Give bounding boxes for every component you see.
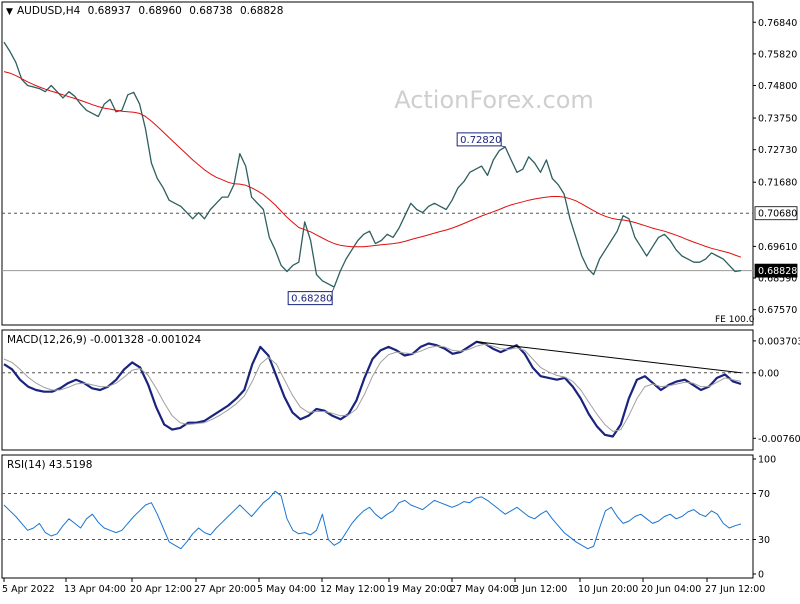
rsi-panel-title: RSI(14) 43.5198 [7, 459, 92, 471]
x-tick-label-3: 27 Apr 20:00 [194, 584, 256, 595]
x-tick-label-1: 13 Apr 04:00 [64, 584, 126, 595]
x-tick-label-4: 5 May 04:00 [257, 584, 316, 595]
symbol-dropdown-icon[interactable]: ▼ [6, 7, 13, 17]
x-tick-label-5: 12 May 12:00 [320, 584, 385, 595]
macd-y-tick-label-0: 0.003703 [758, 336, 800, 347]
macd-series-signal [3, 343, 742, 432]
fe-label: FE 100.0 [715, 315, 755, 325]
price-series-price [3, 41, 742, 288]
x-tick-label-9: 10 Jun 20:00 [578, 584, 638, 595]
price-y-tick-label-2: 0.74800 [758, 81, 797, 92]
macd-trendline [476, 341, 742, 374]
x-tick-label-11: 27 Jun 12:00 [705, 584, 765, 595]
rsi-y-tick-label-0: 100 [758, 455, 776, 466]
svg-text:0.70680: 0.70680 [758, 209, 797, 220]
svg-text:0.68280: 0.68280 [291, 294, 332, 305]
macd-series-macd [3, 340, 742, 438]
rsi-panel-frame [1, 454, 754, 579]
macd-y-tick-label-1: 0.00 [758, 368, 779, 379]
rsi-layer [2, 490, 753, 550]
price-y-tick-label-4: 0.72730 [758, 145, 797, 156]
price-panel-frame [1, 1, 754, 326]
macd-y-tick-label-2: -0.007608 [758, 434, 800, 445]
price-panel-header: AUDUSD,H4 0.68937 0.68960 0.68738 0.6882… [17, 5, 283, 17]
price-layer: 0.72820 0.68280 FE 100.0 [2, 41, 755, 325]
axis-layer: 0.76840 0.75820 0.74800 0.73750 0.72730 0.716… [2, 18, 800, 595]
price-y-tick-label-6: 0.69610 [758, 242, 797, 253]
price-y-tick-label-0: 0.76840 [758, 18, 797, 29]
ohlc-close: 0.68828 [240, 5, 283, 17]
price-y-tick-label-7: 0.68590 [758, 274, 797, 285]
x-tick-label-7: 27 May 04:00 [450, 584, 515, 595]
svg-text:0.72820: 0.72820 [460, 135, 501, 146]
price-level-tag-0: 0.70680 [754, 206, 798, 221]
ohlc-open: 0.68937 [88, 5, 131, 17]
x-tick-label-6: 19 May 20:00 [387, 584, 452, 595]
ohlc-high: 0.68960 [138, 5, 181, 17]
rsi-y-tick-label-2: 30 [758, 535, 770, 546]
rsi-y-tick-label-3: 0 [758, 570, 764, 581]
watermark: ActionForex.com [394, 86, 594, 114]
macd-panel-frame [1, 329, 754, 451]
price-y-tick-label-8: 0.67570 [758, 305, 797, 316]
price-y-tick-label-5: 0.71680 [758, 178, 797, 189]
rsi-series-rsi [3, 490, 742, 550]
price-y-tick-label-1: 0.75820 [758, 49, 797, 60]
ohlc-low: 0.68738 [189, 5, 232, 17]
price-series-moving-average [3, 71, 742, 258]
price-y-tick-label-3: 0.73750 [758, 114, 797, 125]
x-tick-label-8: 3 Jun 12:00 [513, 584, 567, 595]
x-tick-label-0: 5 Apr 2022 [2, 584, 55, 595]
price-annotation-0: 0.72820 [456, 132, 506, 148]
price-level-tag-1: 0.68828 [754, 263, 798, 278]
macd-panel-title: MACD(12,26,9) -0.001328 -0.001024 [7, 334, 202, 346]
rsi-y-tick-label-1: 70 [758, 489, 770, 500]
symbol-label: AUDUSD,H4 [17, 5, 81, 17]
x-tick-label-10: 20 Jun 04:00 [641, 584, 701, 595]
x-tick-label-2: 20 Apr 12:00 [130, 584, 192, 595]
macd-layer [2, 340, 753, 438]
price-annotation-1: 0.68280 [287, 287, 335, 306]
svg-text:0.68828: 0.68828 [758, 266, 797, 277]
